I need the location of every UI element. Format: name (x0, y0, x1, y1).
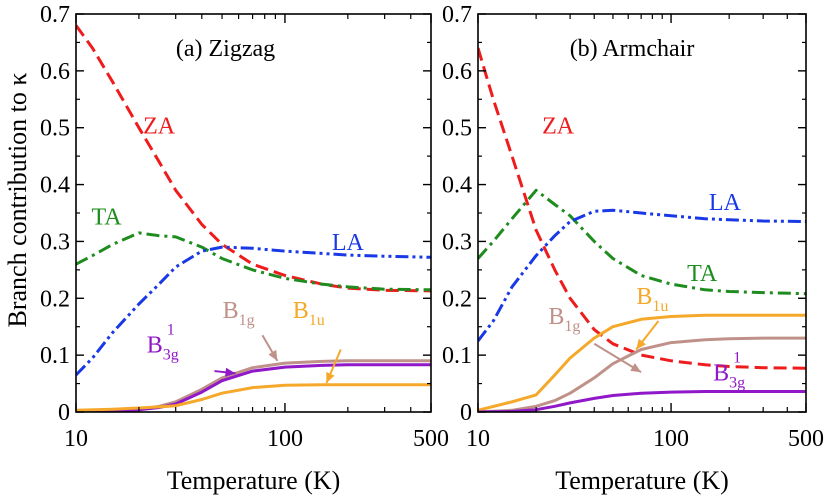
y-axis-title: Branch contribution to κ (3, 73, 32, 328)
y-tick-label: 0.1 (40, 343, 70, 369)
y-tick-label: 0.5 (442, 116, 472, 142)
y-tick-label: 0 (58, 400, 70, 426)
y-tick-label: 0 (460, 400, 472, 426)
curve-label-za: ZA (143, 113, 176, 139)
x-axis-title: Temperature (K) (555, 466, 729, 495)
series-line-za (76, 24, 431, 293)
curve-label-la: LA (332, 230, 365, 256)
arrow-head-b1u (636, 338, 646, 350)
arrow-head-b1g (268, 349, 278, 361)
curve-label-ta: TA (91, 204, 122, 230)
series-group (76, 24, 431, 412)
panel-title: (a) Zigzag (176, 36, 275, 62)
curve-label-ta: TA (687, 261, 718, 287)
panel-armchair: 0 0.1 0.2 0.3 0.4 0.5 0.6 0.7 10 100 500 Temperatur… (442, 2, 824, 495)
series-line-la (76, 245, 431, 377)
curve-label-b3g1: B3g1 (147, 321, 179, 363)
curve-label-b1g: B1g (223, 298, 255, 329)
y-tick-label: 0.6 (40, 59, 70, 85)
y-tick-label: 0.6 (442, 59, 472, 85)
x-tick-label: 100 (653, 426, 689, 452)
series-line-b1u (478, 313, 806, 412)
curve-label-b3g1: B3g1 (713, 350, 745, 392)
series-line-b3g1 (478, 390, 806, 412)
x-tick-label: 10 (466, 426, 490, 452)
series-group (478, 47, 806, 412)
arrow-head-b3g1 (225, 367, 236, 377)
x-tick-label: 500 (788, 426, 824, 452)
y-tick-label: 0.3 (40, 229, 70, 255)
series-line-ta (478, 188, 806, 296)
y-tick-label: 0.3 (442, 229, 472, 255)
series-line-b1g (478, 336, 806, 412)
series-line-b1u (76, 383, 431, 412)
panel-title: (b) Armchair (570, 36, 695, 62)
x-tick-label: 10 (64, 426, 88, 452)
x-axis-title: Temperature (K) (167, 466, 341, 495)
arrow-head-b1g (630, 363, 642, 373)
y-tick-label: 0.2 (442, 286, 472, 312)
series-line-za (478, 47, 806, 370)
series-line-la (478, 208, 806, 342)
curve-label-la: LA (709, 190, 742, 216)
panel-zigzag: 0 0.1 0.2 0.3 0.4 0.5 0.6 0.7 10 100 500 Temperatur… (40, 2, 449, 495)
arrow-head-b1u (326, 372, 335, 384)
curve-label-b1u: B1u (636, 284, 668, 315)
y-tick-label: 0.4 (40, 173, 70, 199)
y-tick-label: 0.1 (442, 343, 472, 369)
y-tick-label: 0.4 (442, 173, 472, 199)
y-tick-label: 0.7 (442, 2, 472, 28)
curve-label-za: ZA (542, 113, 575, 139)
y-tick-label: 0.5 (40, 116, 70, 142)
x-tick-label: 500 (413, 426, 449, 452)
y-tick-label: 0.7 (40, 2, 70, 28)
curve-label-b1g: B1g (548, 304, 580, 335)
series-line-ta (76, 231, 431, 292)
y-tick-label: 0.2 (40, 286, 70, 312)
x-tick-label: 100 (267, 426, 303, 452)
plot-frame (75, 13, 432, 413)
curve-label-b1u: B1u (293, 298, 325, 329)
